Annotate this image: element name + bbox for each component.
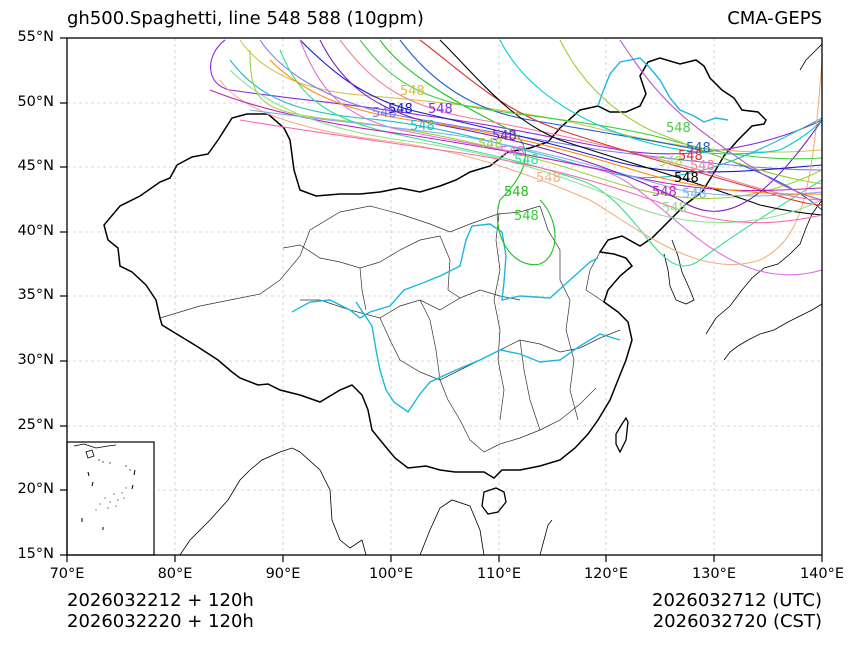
yangtze-river [355, 301, 621, 413]
svg-text:548: 548 [536, 171, 561, 186]
svg-text:548: 548 [492, 129, 517, 144]
hainan-island [481, 487, 507, 515]
x-tick-label: 140°E [799, 566, 845, 582]
svg-text:548: 548 [514, 153, 539, 168]
svg-text:548: 548 [678, 149, 703, 164]
valid-time-block: 2026032712 (UTC) 2026032720 (CST) [652, 590, 822, 632]
y-tick-label: 35°N [17, 287, 54, 303]
svg-text:548: 548 [428, 102, 453, 117]
rivers [291, 57, 729, 413]
svg-text:548: 548 [686, 141, 711, 156]
x-tick-label: 100°E [368, 566, 414, 582]
init-time-block: 2026032212 + 120h 2026032220 + 120h [67, 590, 254, 632]
svg-text:548: 548 [674, 171, 699, 186]
y-tick-label: 40°N [17, 223, 54, 239]
chart-title: gh500.Spaghetti, line 548 588 (10gpm) [67, 8, 424, 29]
svg-text:548: 548 [682, 187, 707, 202]
south-china-sea-inset [66, 441, 155, 556]
svg-text:548: 548 [478, 137, 503, 152]
svg-text:548: 548 [690, 159, 715, 174]
y-tick-label: 45°N [17, 158, 54, 174]
model-source-label: CMA-GEPS [727, 8, 822, 29]
y-tick-label: 20°N [17, 481, 54, 497]
amur-river [597, 57, 729, 123]
svg-text:548: 548 [372, 106, 397, 121]
x-tick-label: 120°E [583, 566, 629, 582]
province-borders [159, 205, 621, 453]
y-tick-label: 55°N [17, 29, 54, 45]
y-tick-label: 50°N [17, 94, 54, 110]
yellow-river [291, 223, 599, 319]
axis-ticks [60, 37, 823, 562]
init-time-utc: 2026032212 + 120h [67, 590, 254, 611]
svg-text:548: 548 [658, 155, 683, 170]
svg-text:548: 548 [514, 209, 539, 224]
spaghetti-contours [209, 39, 822, 276]
svg-text:548: 548 [388, 102, 413, 117]
x-tick-label: 90°E [265, 566, 301, 582]
valid-time-utc: 2026032712 (UTC) [652, 590, 822, 611]
svg-text:548: 548 [500, 145, 525, 160]
x-tick-label: 110°E [476, 566, 522, 582]
svg-text:548: 548 [504, 185, 529, 200]
svg-text:548: 548 [652, 185, 677, 200]
svg-text:548: 548 [666, 121, 691, 136]
y-tick-label: 30°N [17, 352, 54, 368]
x-tick-label: 70°E [49, 566, 85, 582]
y-tick-label: 25°N [17, 417, 54, 433]
taiwan-island [615, 416, 629, 454]
svg-text:548: 548 [410, 119, 435, 134]
valid-time-cst: 2026032720 (CST) [652, 611, 822, 632]
init-time-cst: 2026032220 + 120h [67, 611, 254, 632]
y-tick-label: 15°N [17, 546, 54, 562]
x-tick-label: 130°E [691, 566, 737, 582]
contour-labels: 548 548 548 548 548 548 548 548 548 548 … [372, 84, 715, 224]
neighbor-coastlines [179, 43, 822, 555]
svg-text:548: 548 [400, 84, 425, 99]
svg-text:548: 548 [662, 201, 687, 216]
x-tick-label: 80°E [157, 566, 193, 582]
